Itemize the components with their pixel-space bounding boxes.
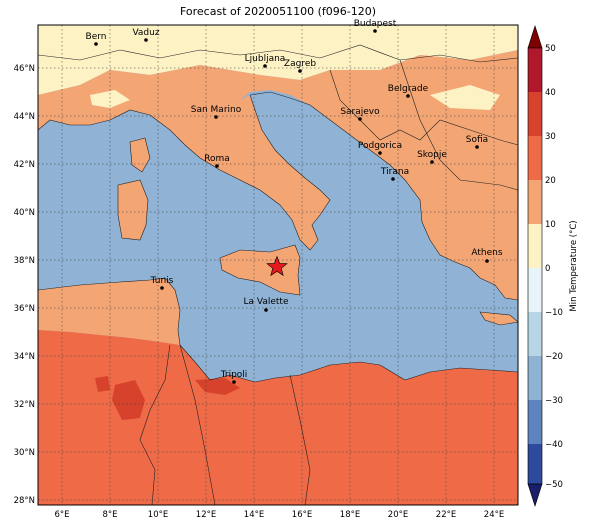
location-star-icon — [266, 255, 288, 277]
corsica-island — [130, 138, 150, 172]
colorbar-bin — [528, 48, 542, 92]
city-dot — [358, 117, 362, 121]
city-label: Budapest — [354, 19, 397, 29]
lat-tick: 38°N — [14, 256, 35, 266]
sicily-island — [220, 245, 300, 295]
colorbar-top-arrow — [527, 25, 543, 49]
lon-tick: 6°E — [54, 510, 69, 520]
colorbar-frame — [527, 47, 543, 485]
city-dot — [94, 42, 98, 46]
colorbar-bin — [528, 136, 542, 180]
colorbar-bottom-arrow — [527, 483, 543, 507]
greece-landmass — [420, 200, 518, 300]
colorbar-label: Min Temperature (°C) — [569, 220, 579, 311]
lat-tick: 44°N — [14, 112, 35, 122]
map-title: Forecast of 2020051100 (f096-120) — [179, 5, 377, 18]
hot-spot — [95, 376, 110, 392]
city-dot — [378, 151, 382, 155]
colorbar-bin — [528, 268, 542, 312]
city-dot — [232, 380, 236, 384]
lat-tick: 40°N — [14, 208, 35, 218]
city-dot — [264, 308, 268, 312]
lat-tick: 42°N — [14, 160, 35, 170]
colorbar-tick: 10 — [545, 220, 556, 230]
colorbar-bin — [528, 92, 542, 136]
sardinia-island — [118, 180, 148, 240]
alpine-patch — [430, 85, 500, 110]
city-label: La Valette — [244, 297, 289, 307]
lon-tick: 8°E — [102, 510, 117, 520]
tunisia-algeria-band — [38, 278, 180, 345]
lon-tick: 18°E — [340, 510, 360, 520]
city-dot — [263, 64, 267, 68]
lon-tick: 16°E — [292, 510, 312, 520]
city-dot — [391, 177, 395, 181]
colorbar-bin — [528, 400, 542, 444]
lat-tick: 34°N — [14, 352, 35, 362]
colorbar-bin — [528, 312, 542, 356]
alpine-patch — [90, 90, 130, 108]
colorbar-tick: 30 — [545, 132, 556, 142]
lat-tick: 30°N — [14, 448, 35, 458]
city-label: Vaduz — [132, 28, 159, 38]
city-dot — [485, 259, 489, 263]
city-label: Podgorica — [358, 141, 402, 151]
colorbar-tick: 40 — [545, 88, 556, 98]
city-dot — [160, 286, 164, 290]
city-label: Sarajevo — [340, 107, 380, 117]
city-dot — [373, 29, 377, 33]
city-dot — [298, 69, 302, 73]
lat-tick: 28°N — [14, 496, 35, 506]
lon-tick: 24°E — [484, 510, 504, 520]
colorbar-tick: 0 — [545, 264, 550, 274]
colorbar-tick: −40 — [545, 440, 563, 450]
colorbar-tick: −30 — [545, 396, 563, 406]
city-dot — [430, 160, 434, 164]
city-label: Skopje — [417, 150, 447, 160]
city-dot — [215, 164, 219, 168]
hot-spot — [112, 380, 145, 420]
city-dot — [144, 38, 148, 42]
city-label: Athens — [471, 248, 502, 258]
city-label: Tirana — [380, 167, 409, 177]
lon-tick: 22°E — [436, 510, 456, 520]
colorbar-tick: −20 — [545, 352, 563, 362]
colorbar-bin — [528, 356, 542, 400]
plot-frame — [37, 24, 519, 506]
colorbar-bin — [528, 444, 542, 484]
city-label: Zagreb — [284, 59, 316, 69]
city-label: Sofia — [466, 135, 488, 145]
lon-tick: 14°E — [244, 510, 264, 520]
city-dot — [214, 115, 218, 119]
lat-tick: 46°N — [14, 64, 35, 74]
lat-tick-labels: 46°N 44°N 42°N 40°N 38°N 36°N 34°N 32°N … — [14, 64, 35, 506]
lat-tick: 32°N — [14, 400, 35, 410]
city-label: Tunis — [150, 276, 174, 286]
lon-tick: 20°E — [388, 510, 408, 520]
colorbar-tick: −50 — [545, 480, 563, 490]
lon-tick: 12°E — [196, 510, 216, 520]
colorbar: 50 40 30 20 10 0 −10 −20 −30 −40 −50 Min… — [527, 25, 579, 507]
city-label: Tripoli — [220, 370, 248, 380]
crete-island — [480, 312, 518, 325]
colorbar-tick: 20 — [545, 176, 556, 186]
city-dot — [475, 145, 479, 149]
city-label: Roma — [204, 154, 230, 164]
city-dot — [406, 94, 410, 98]
city-label: San Marino — [191, 105, 242, 115]
city-markers: Bern Vaduz Budapest Ljubljana Zagreb Bel… — [86, 19, 503, 384]
coastlines — [38, 44, 518, 505]
colorbar-tick: −10 — [545, 308, 563, 318]
lat-tick: 36°N — [14, 304, 35, 314]
balkans-region — [38, 50, 518, 250]
lon-tick-labels: 6°E 8°E 10°E 12°E 14°E 16°E 18°E 20°E 22… — [54, 510, 504, 520]
city-label: Bern — [86, 32, 107, 42]
colorbar-bin — [528, 180, 542, 224]
lon-tick: 10°E — [148, 510, 168, 520]
city-label: Belgrade — [388, 84, 429, 94]
city-label: Ljubljana — [245, 54, 286, 64]
colorbar-tick: 50 — [545, 44, 556, 54]
colorbar-bin — [528, 224, 542, 268]
